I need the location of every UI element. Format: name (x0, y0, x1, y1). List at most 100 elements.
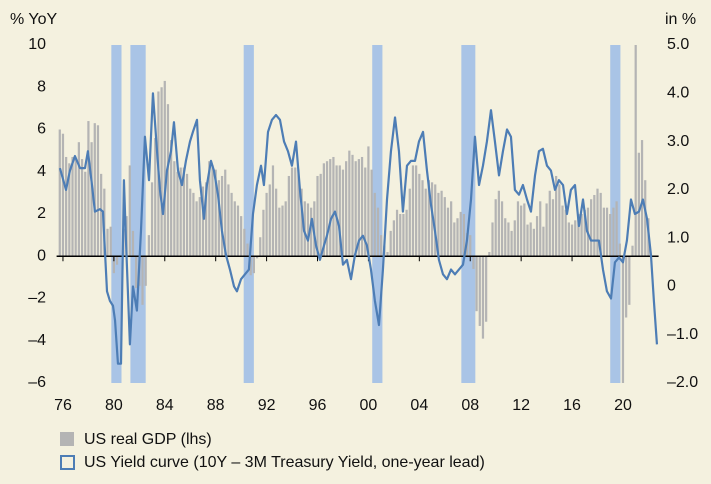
bar (644, 180, 647, 257)
bar (583, 209, 586, 257)
bar (154, 137, 157, 257)
bar (485, 256, 488, 322)
bar (590, 199, 593, 257)
bar (450, 201, 453, 257)
bar (195, 201, 198, 257)
bar (300, 188, 303, 257)
bar (370, 169, 373, 257)
bar (596, 188, 599, 257)
bar (335, 165, 338, 257)
bar (322, 163, 325, 257)
bar (147, 235, 150, 257)
bar (294, 167, 297, 257)
bar (189, 188, 192, 257)
bar (90, 142, 93, 257)
bar (494, 199, 497, 257)
bar (605, 207, 609, 257)
lines (58, 92, 659, 365)
x-tick-label: 00 (360, 397, 378, 414)
bar (354, 161, 357, 257)
y2-tick-label: 0 (667, 278, 676, 295)
bar (513, 220, 516, 257)
x-tick-label: 12 (512, 397, 530, 414)
bar (217, 180, 220, 257)
y2-tick-label: –2.0 (667, 374, 698, 391)
axes (56, 255, 659, 262)
bar (535, 216, 539, 257)
y-tick-label: –4 (28, 332, 46, 349)
bar (185, 173, 189, 257)
bar (507, 222, 510, 257)
x-tick-label: 84 (156, 397, 174, 414)
bar (612, 207, 615, 257)
bar (376, 207, 380, 257)
bar (170, 140, 173, 257)
bar (74, 159, 77, 257)
bar (71, 156, 74, 257)
recession-band (130, 45, 146, 383)
bar (472, 256, 475, 269)
y2-tick-label: –1.0 (667, 326, 698, 343)
bar (160, 87, 163, 257)
recession-band (461, 45, 476, 383)
bar (236, 205, 240, 257)
bar (481, 256, 485, 339)
bar (128, 165, 131, 257)
bar (421, 180, 424, 257)
bar (348, 150, 351, 257)
bar (329, 159, 332, 257)
bar (555, 175, 558, 257)
y-tick-label: 4 (37, 163, 46, 180)
bar (516, 201, 520, 257)
y2-tick-label: 1.0 (667, 229, 689, 246)
y2-tick-label: 5.0 (667, 36, 689, 53)
y-tick-label: 8 (37, 78, 46, 95)
bar (205, 182, 208, 257)
bar (65, 156, 68, 257)
bar (306, 203, 310, 257)
bar (214, 169, 217, 257)
bar (434, 184, 437, 257)
bar (548, 190, 551, 257)
bar (262, 209, 265, 257)
bar (246, 243, 249, 257)
bar (574, 220, 577, 257)
bar (93, 123, 96, 257)
bar (462, 214, 465, 257)
bar (230, 192, 233, 257)
bar (278, 207, 281, 257)
y-tick-label: 2 (37, 205, 46, 222)
y-tick-label: –6 (28, 374, 46, 391)
bar (281, 205, 284, 257)
bar (415, 165, 418, 257)
bar (220, 175, 224, 257)
bar (112, 256, 115, 274)
bar (634, 45, 637, 257)
bar (532, 228, 535, 257)
bar (240, 216, 243, 257)
bar (424, 188, 427, 257)
bar (201, 186, 205, 257)
bar (332, 156, 335, 257)
y-tick-label: 10 (28, 36, 46, 53)
bar (227, 184, 230, 257)
bar (529, 222, 532, 257)
bar (255, 256, 259, 259)
bar (628, 256, 631, 305)
bar (316, 175, 319, 257)
bar (469, 235, 472, 257)
bar (319, 173, 322, 257)
bar (96, 125, 100, 257)
bar (297, 169, 300, 257)
bar (243, 228, 246, 257)
bar (131, 230, 135, 257)
bar (77, 142, 80, 257)
y-tick-label: –2 (28, 290, 46, 307)
x-tick-label: 96 (309, 397, 327, 414)
bar (577, 214, 580, 257)
bar (80, 159, 84, 257)
bar (491, 222, 494, 257)
x-tick-label: 88 (207, 397, 225, 414)
bar (593, 194, 596, 257)
bar (609, 214, 612, 257)
